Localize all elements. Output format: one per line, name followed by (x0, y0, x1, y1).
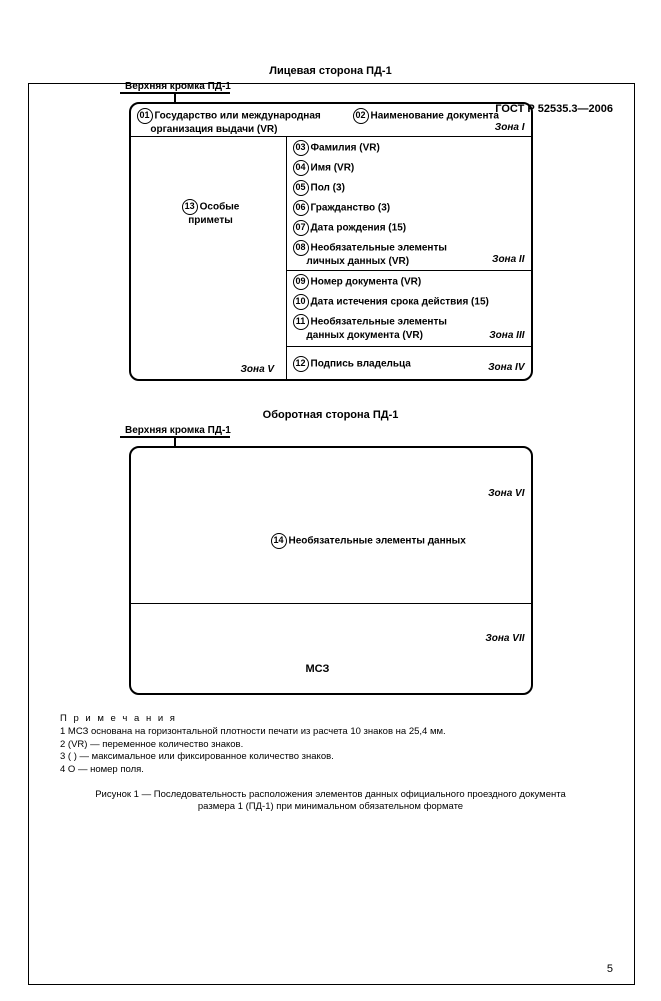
field-02: 02Наименование документа (353, 108, 500, 124)
field-12: 12Подпись владельца (293, 356, 411, 372)
zone-4: Зона IV (488, 362, 524, 373)
edge-marker-front (120, 92, 230, 102)
back-card: Зона VI 14Необязательные элементы данных… (129, 446, 533, 695)
field-14: 14Необязательные элементы данных (271, 533, 466, 549)
zone-3: Зона III (489, 330, 524, 341)
field-07: 07Дата рождения (15) (293, 220, 407, 236)
front-card: 01Государство или международная организа… (129, 102, 533, 381)
field-01: 01Государство или международная организа… (137, 108, 321, 135)
circled-08: 08 (293, 240, 309, 256)
mcz-label: МСЗ (306, 663, 330, 675)
circled-04: 04 (293, 160, 309, 176)
circled-01: 01 (137, 108, 153, 124)
circled-03: 03 (293, 140, 309, 156)
field-06: 06Гражданство (3) (293, 200, 391, 216)
zone-2: Зона II (492, 254, 524, 265)
circled-07: 07 (293, 220, 309, 236)
zone-7: Зона VII (485, 633, 524, 644)
circled-05: 05 (293, 180, 309, 196)
front-title: Лицевая сторона ПД-1 (0, 65, 661, 77)
field-08: 08Необязательные элементы личных данных … (293, 240, 447, 267)
field-11: 11Необязательные элементы данных докумен… (293, 314, 447, 341)
circled-13: 13 (182, 199, 198, 215)
zone-6: Зона VI (488, 488, 524, 499)
circled-12: 12 (293, 356, 309, 372)
circled-06: 06 (293, 200, 309, 216)
field-03: 03Фамилия (VR) (293, 140, 380, 156)
edge-marker-back (120, 436, 230, 446)
circled-02: 02 (353, 108, 369, 124)
zone-1: Зона I (495, 122, 525, 133)
field-05: 05Пол (3) (293, 180, 345, 196)
page-number: 5 (607, 963, 613, 975)
field-09: 09Номер документа (VR) (293, 274, 422, 290)
circled-09: 09 (293, 274, 309, 290)
circled-11: 11 (293, 314, 309, 330)
field-13: 13Особые приметы (151, 199, 271, 226)
front-vline (286, 136, 287, 379)
zone-5: Зона V (241, 364, 275, 375)
field-10: 10Дата истечения срока действия (15) (293, 294, 489, 310)
circled-10: 10 (293, 294, 309, 310)
field-04: 04Имя (VR) (293, 160, 355, 176)
circled-14: 14 (271, 533, 287, 549)
